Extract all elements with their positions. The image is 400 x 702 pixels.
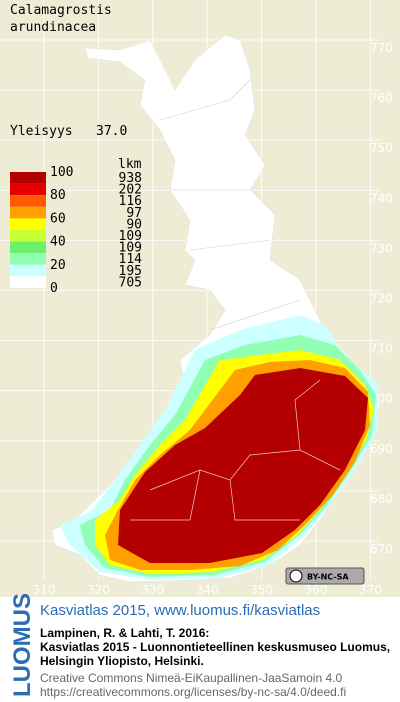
legend-swatch	[10, 264, 46, 277]
legend-swatch	[10, 276, 46, 288]
legend-count: 202	[119, 183, 142, 198]
legend-swatch	[10, 241, 46, 254]
region-borders-north	[159, 79, 301, 331]
x-tick-label: 340	[196, 583, 219, 597]
legend-swatch	[10, 172, 46, 184]
license: Creative Commons Nimeä-EiKaupallinen-Jaa…	[40, 671, 342, 685]
badge-text: BY-NC-SA	[307, 573, 349, 582]
legend-count: 90	[126, 217, 142, 232]
legend-swatch	[10, 230, 46, 242]
x-tick-label: 350	[250, 583, 273, 597]
legend-level: 100	[50, 165, 73, 180]
citation: Helsingin Yliopisto, Helsinki.	[40, 654, 204, 668]
legend-swatch	[10, 183, 46, 196]
species-name: arundinacea	[10, 20, 96, 35]
legend-swatch	[10, 195, 46, 207]
count-header: lkm	[118, 157, 142, 172]
species-name: Calamagrostis	[10, 3, 112, 18]
logo: LUOMUS	[9, 593, 36, 697]
y-tick-label: 770	[370, 41, 393, 55]
legend-level: 20	[50, 258, 66, 273]
cc-icon	[289, 569, 303, 583]
y-tick-label: 710	[370, 342, 393, 356]
legend-level: 40	[50, 235, 66, 250]
license-badge: BY-NC-SA	[285, 567, 365, 585]
x-tick-label: 310	[33, 583, 56, 597]
x-tick-label: 360	[305, 583, 328, 597]
legend-level: 60	[50, 211, 66, 226]
x-tick-label: 330	[141, 583, 164, 597]
legend-swatch	[10, 218, 46, 230]
citation: Kasviatlas 2015 - Luonnontieteellinen ke…	[40, 640, 390, 654]
legend-swatch	[10, 206, 46, 219]
y-tick-label: 760	[370, 91, 393, 105]
y-tick-label: 730	[370, 241, 393, 255]
frequency-label: Yleisyys	[10, 124, 73, 139]
legend-count: 938	[119, 171, 142, 186]
legend-count: 109	[119, 229, 142, 244]
frequency-value: 37.0	[96, 124, 127, 139]
border	[130, 379, 341, 521]
headline: Kasviatlas 2015, www.luomus.fi/kasviatla…	[40, 602, 320, 619]
legend-level: 80	[50, 188, 66, 203]
y-tick-label: 720	[370, 292, 393, 306]
y-tick-label: 680	[370, 492, 393, 506]
legend-level: 0	[50, 281, 58, 296]
legend-count: 195	[119, 264, 142, 279]
y-tick-label: 750	[370, 141, 393, 155]
legend-count: 705	[119, 275, 142, 290]
y-tick-label: 740	[370, 191, 393, 205]
badge-frame	[285, 567, 365, 585]
region-borders	[130, 379, 341, 521]
citation: Lampinen, R. & Lahti, T. 2016:	[40, 626, 209, 640]
border	[159, 79, 301, 331]
x-tick-label: 320	[87, 583, 110, 597]
legend-count: 97	[126, 206, 142, 221]
legend-count: 114	[119, 252, 143, 267]
range-core	[118, 368, 368, 563]
license: https://creativecommons.org/licenses/by-…	[40, 685, 346, 699]
legend-count: 116	[119, 194, 142, 209]
y-tick-label: 690	[370, 442, 393, 456]
y-tick-label: 670	[370, 542, 393, 556]
x-tick-label: 370	[359, 583, 382, 597]
legend-count: 109	[119, 241, 142, 256]
legend-swatch	[10, 253, 46, 265]
